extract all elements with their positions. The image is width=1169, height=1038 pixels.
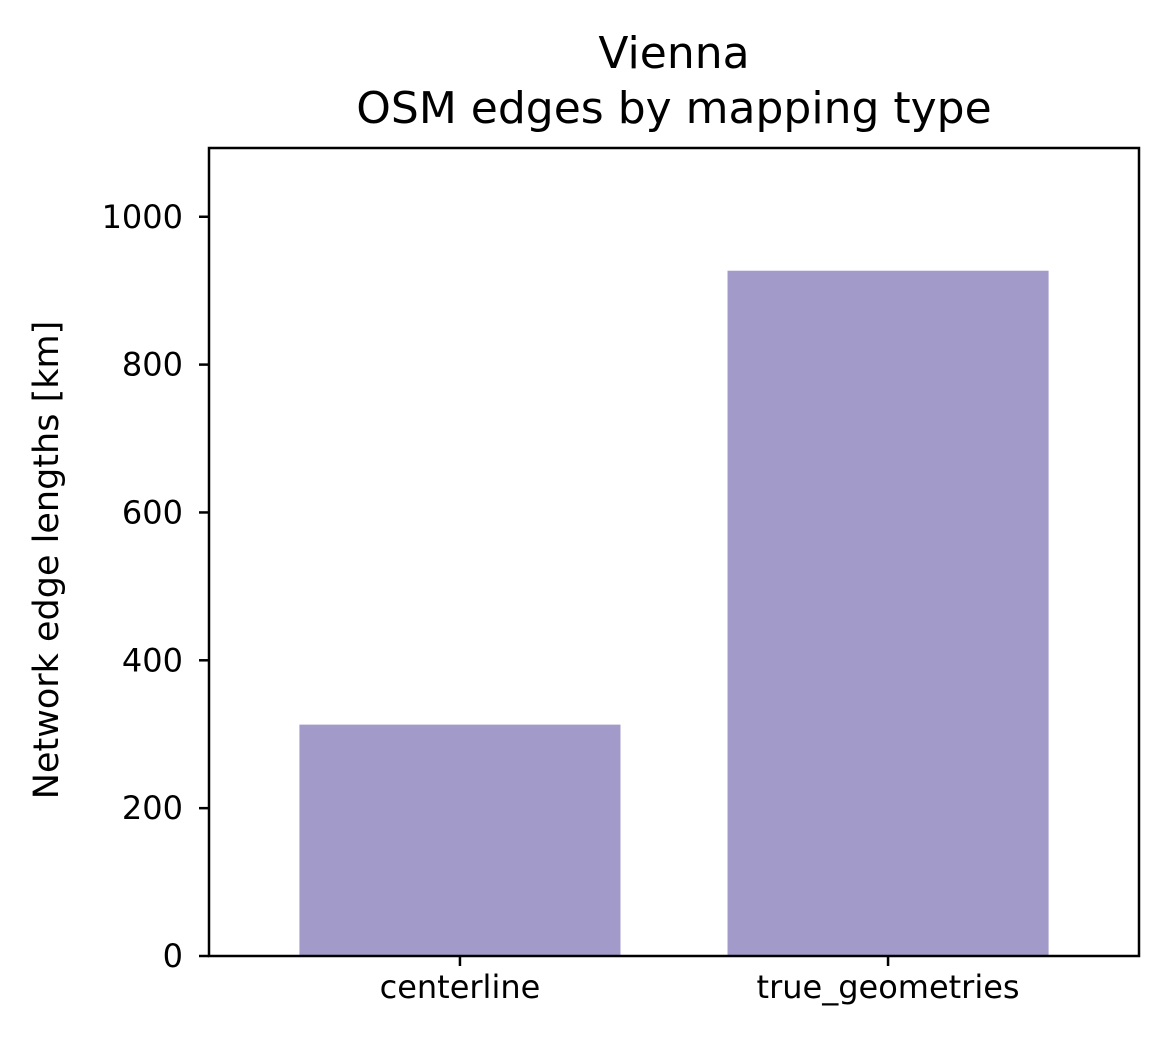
bar-series: [299, 270, 1049, 956]
plot-frame: [207, 146, 1141, 958]
chart-title: Vienna OSM edges by mapping type: [356, 28, 991, 134]
y-axis-ticks: 0 200 400 600 800 1000: [102, 198, 209, 975]
bar-centerline: [299, 724, 621, 956]
y-tick-label: 200: [122, 789, 183, 827]
x-axis-ticks: centerline true_geometries: [380, 956, 1020, 1006]
chart-title-line-2: OSM edges by mapping type: [356, 83, 991, 134]
chart-title-line-1: Vienna: [598, 28, 749, 79]
y-tick-label: 400: [122, 641, 183, 679]
x-tick-label: true_geometries: [757, 968, 1020, 1006]
x-tick-label: centerline: [380, 968, 541, 1006]
y-tick-label: 600: [122, 493, 183, 531]
y-tick-label: 800: [122, 346, 183, 384]
y-tick-label: 0: [163, 937, 183, 975]
y-axis-label: Network edge lengths [km]: [27, 321, 67, 799]
y-tick-label: 1000: [102, 198, 183, 236]
bar-true-geometries: [727, 270, 1049, 956]
